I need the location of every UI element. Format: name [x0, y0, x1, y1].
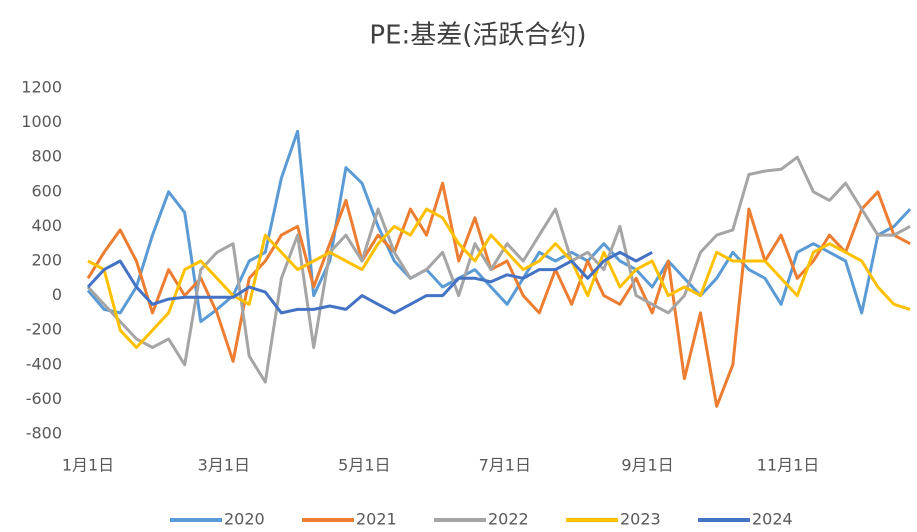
x-tick-label: 9月1日: [621, 456, 673, 475]
series-line: [86, 129, 912, 324]
y-tick-label: 400: [31, 216, 62, 235]
chart-title: PE:基差(活跃合约): [369, 21, 586, 51]
legend-label: 2021: [356, 510, 397, 529]
series-line: [86, 250, 653, 315]
y-tick-label: -200: [26, 320, 62, 339]
legend-label: 2022: [488, 510, 529, 529]
series-line: [87, 207, 911, 349]
x-tick-label: 3月1日: [198, 456, 250, 475]
y-tick-label: -600: [26, 389, 62, 408]
y-tick-label: 800: [31, 147, 62, 166]
x-tick-label: 7月1日: [479, 456, 531, 475]
legend-label: 2020: [224, 510, 265, 529]
legend-label: 2024: [752, 510, 793, 529]
y-tick-label: 200: [31, 251, 62, 270]
x-tick-label: 1月1日: [62, 456, 114, 475]
series-line: [86, 181, 911, 408]
legend-label: 2023: [620, 510, 661, 529]
y-tick-label: -800: [26, 424, 62, 443]
x-tick-label: 11月1日: [757, 456, 820, 475]
y-tick-label: 600: [31, 181, 62, 200]
y-tick-label: -400: [26, 354, 62, 373]
y-tick-label: 1200: [21, 78, 62, 97]
y-tick-label: 0: [52, 285, 62, 304]
x-tick-label: 5月1日: [338, 456, 390, 475]
y-tick-label: 1000: [21, 112, 62, 131]
series-line: [86, 155, 911, 384]
